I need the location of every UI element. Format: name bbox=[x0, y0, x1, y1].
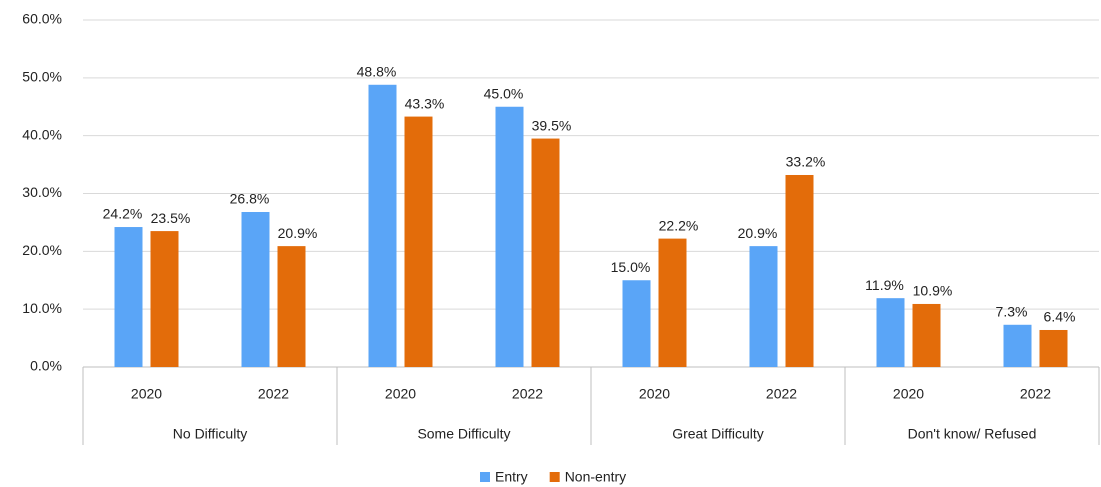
data-label: 10.9% bbox=[913, 283, 953, 299]
bar bbox=[495, 106, 524, 367]
bar bbox=[876, 298, 905, 367]
bar bbox=[658, 238, 687, 367]
x-tick-label: 2022 bbox=[766, 386, 797, 402]
bar bbox=[1039, 329, 1068, 367]
data-label: 43.3% bbox=[405, 95, 445, 111]
bar bbox=[114, 227, 143, 367]
bar bbox=[531, 138, 560, 367]
bar bbox=[1003, 324, 1032, 367]
data-label: 7.3% bbox=[996, 303, 1028, 319]
bar bbox=[404, 116, 433, 367]
bar bbox=[749, 246, 778, 367]
x-tick-label: 2020 bbox=[893, 386, 924, 402]
data-label: 24.2% bbox=[103, 206, 143, 222]
bar bbox=[368, 84, 397, 368]
y-tick-label: 50.0% bbox=[22, 69, 62, 85]
bar bbox=[622, 280, 651, 367]
x-tick-label: 2020 bbox=[131, 386, 162, 402]
data-label: 26.8% bbox=[230, 191, 270, 207]
legend-swatch bbox=[549, 472, 560, 482]
y-tick-label: 20.0% bbox=[22, 242, 62, 258]
x-tick-label: 2020 bbox=[639, 386, 670, 402]
data-label: 6.4% bbox=[1044, 309, 1076, 325]
y-tick-label: 0.0% bbox=[30, 358, 62, 374]
data-label: 20.9% bbox=[738, 225, 778, 241]
bar bbox=[277, 246, 306, 367]
data-label: 15.0% bbox=[611, 259, 651, 275]
group-label: Don't know/ Refused bbox=[908, 426, 1037, 442]
data-label: 45.0% bbox=[484, 85, 524, 101]
data-label: 11.9% bbox=[865, 277, 904, 293]
group-label: No Difficulty bbox=[173, 426, 247, 442]
data-label: 48.8% bbox=[357, 63, 397, 79]
legend-label: Entry bbox=[495, 469, 528, 485]
data-label: 23.5% bbox=[151, 210, 191, 226]
x-tick-label: 2022 bbox=[512, 386, 543, 402]
data-label: 22.2% bbox=[659, 217, 699, 233]
legend-swatch bbox=[480, 472, 490, 482]
y-tick-label: 10.0% bbox=[22, 300, 62, 316]
bar bbox=[785, 174, 814, 367]
y-tick-label: 60.0% bbox=[22, 11, 62, 27]
legend-label: Non-entry bbox=[565, 469, 626, 485]
y-tick-label: 30.0% bbox=[22, 184, 62, 200]
data-label: 20.9% bbox=[278, 225, 318, 241]
y-tick-label: 40.0% bbox=[22, 126, 62, 142]
bar bbox=[912, 303, 941, 367]
bar bbox=[150, 231, 179, 367]
x-tick-label: 2022 bbox=[258, 386, 289, 402]
bar bbox=[241, 212, 270, 367]
x-tick-label: 2020 bbox=[385, 386, 416, 402]
x-tick-label: 2022 bbox=[1020, 386, 1051, 402]
group-label: Some Difficulty bbox=[417, 426, 510, 442]
data-label: 39.5% bbox=[532, 117, 572, 133]
group-label: Great Difficulty bbox=[672, 426, 764, 442]
data-label: 33.2% bbox=[786, 154, 826, 170]
